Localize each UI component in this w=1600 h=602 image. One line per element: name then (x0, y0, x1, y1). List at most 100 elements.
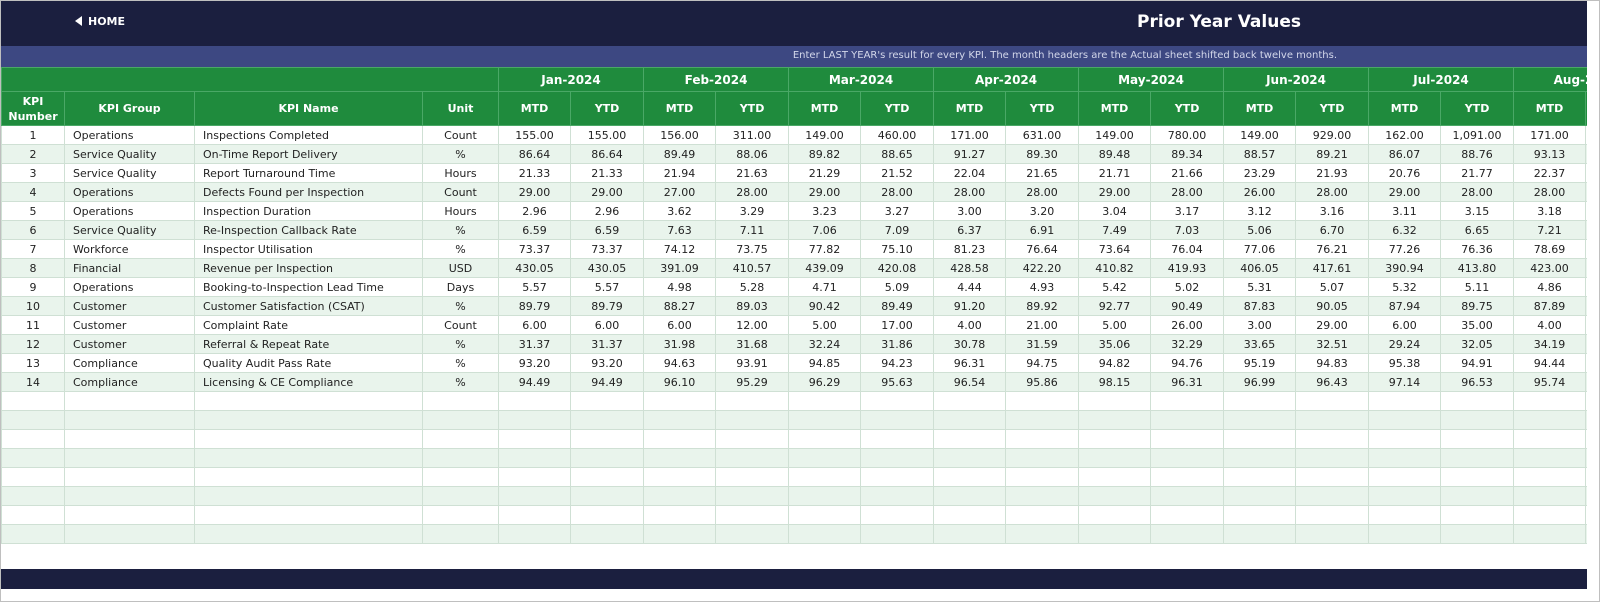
cell (1513, 429, 1587, 449)
cell (643, 448, 717, 468)
cell: 74.12 (643, 239, 717, 259)
cell (1078, 486, 1152, 506)
cell: 95.86 (1005, 372, 1080, 392)
empty-row (1, 410, 1587, 430)
cell (1585, 505, 1587, 525)
cell (194, 524, 423, 544)
cell: 3.62 (643, 201, 717, 221)
cell: 20.76 (1368, 163, 1442, 183)
cell: 21.29 (788, 163, 862, 183)
cell: 96.54 (933, 372, 1007, 392)
cell (569, 410, 645, 430)
cell: 21.94 (643, 163, 717, 183)
cell: 4 (1, 182, 65, 202)
cell (422, 467, 499, 487)
month-header: May-2024 (1078, 67, 1225, 92)
cell: 28.00 (1150, 182, 1225, 202)
cell: 89.92 (1005, 296, 1080, 316)
cell (1585, 353, 1587, 373)
cell (498, 391, 571, 411)
cell (1005, 410, 1080, 430)
cell (498, 448, 571, 468)
cell (933, 391, 1007, 411)
cell (1150, 429, 1225, 449)
home-label[interactable]: HOME (88, 15, 126, 28)
cell (1440, 505, 1515, 525)
cell: 410.82 (1078, 258, 1152, 278)
cell (1440, 391, 1515, 411)
cell: % (422, 334, 499, 354)
cell: % (422, 372, 499, 392)
cell: 430.05 (569, 258, 645, 278)
cell: 6.59 (569, 220, 645, 240)
cell: 29.00 (1295, 315, 1370, 335)
cell (1368, 410, 1442, 430)
cell: 460.00 (860, 125, 935, 145)
cell: Financial (64, 258, 195, 278)
cell: 4.44 (933, 277, 1007, 297)
cell (1585, 315, 1587, 335)
cell: 406.05 (1223, 258, 1297, 278)
cell (643, 410, 717, 430)
cell (860, 410, 935, 430)
cell (1005, 467, 1080, 487)
column-header: KPI Name (194, 91, 423, 126)
cell (933, 486, 1007, 506)
cell: 156.00 (643, 125, 717, 145)
cell: Service Quality (64, 144, 195, 164)
cell (715, 391, 790, 411)
cell: 8 (1, 258, 65, 278)
cell: 87.83 (1223, 296, 1297, 316)
cell (643, 524, 717, 544)
cell: Operations (64, 277, 195, 297)
cell: 73.37 (498, 239, 571, 259)
cell (715, 410, 790, 430)
cell (788, 524, 862, 544)
cell (860, 505, 935, 525)
cell (788, 429, 862, 449)
cell: 5.31 (1223, 277, 1297, 297)
cell: 87.89 (1513, 296, 1587, 316)
cell: Customer (64, 315, 195, 335)
cell (1223, 448, 1297, 468)
cell (1368, 467, 1442, 487)
cell: 149.00 (788, 125, 862, 145)
cell (422, 448, 499, 468)
data-row: 12 Customer Referral & Repeat Rate% 31.37 31… (1, 334, 1587, 354)
cell: 95.74 (1513, 372, 1587, 392)
cell (933, 524, 1007, 544)
cell (933, 429, 1007, 449)
cell (1513, 448, 1587, 468)
cell: 3.15 (1440, 201, 1515, 221)
measure-header: YTD (1440, 91, 1515, 126)
cell: % (422, 144, 499, 164)
cell: 29.00 (788, 182, 862, 202)
cell: Inspections Completed (194, 125, 423, 145)
cell (194, 505, 423, 525)
cell: 6.00 (643, 315, 717, 335)
cell: 6.65 (1440, 220, 1515, 240)
cell: 94.44 (1513, 353, 1587, 373)
cell (569, 467, 645, 487)
cell (860, 448, 935, 468)
cell: 149.00 (1223, 125, 1297, 145)
cell: 96.10 (643, 372, 717, 392)
home-button[interactable]: HOME (75, 15, 125, 28)
cell (643, 391, 717, 411)
cell: 88.57 (1223, 144, 1297, 164)
cell: Service Quality (64, 220, 195, 240)
cell: 428.58 (933, 258, 1007, 278)
cell: 30.78 (933, 334, 1007, 354)
cell: 97.14 (1368, 372, 1442, 392)
cell (1585, 391, 1587, 411)
cell: 5.00 (1078, 315, 1152, 335)
cell: 2.96 (498, 201, 571, 221)
cell (569, 486, 645, 506)
month-header: Jun-2024 (1223, 67, 1370, 92)
cell: 11 (1, 315, 65, 335)
data-row: 14 Compliance Licensing & CE Compliance% 94… (1, 372, 1587, 392)
cell: 4.86 (1513, 277, 1587, 297)
cell (1223, 467, 1297, 487)
data-row: 1 Operations Inspections Completed Count 155… (1, 125, 1587, 145)
cell (64, 524, 195, 544)
